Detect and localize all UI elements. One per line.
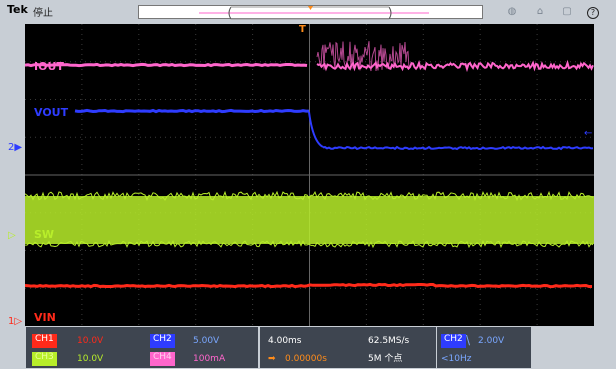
ch2-trace-label: VOUT bbox=[34, 106, 68, 119]
vin-trace bbox=[25, 284, 592, 286]
record-view-graphic bbox=[139, 6, 484, 20]
ch2-chip[interactable]: CH2 bbox=[150, 334, 175, 348]
ch3-chip[interactable]: CH3 bbox=[32, 352, 57, 366]
waveform-display[interactable] bbox=[25, 24, 594, 326]
ch2-ground-marker[interactable]: 2▶ bbox=[8, 142, 22, 153]
vout-trace-drop bbox=[309, 112, 323, 147]
trigger-slope-icon: \ bbox=[466, 332, 470, 348]
ch2-scale: 5.00V bbox=[193, 333, 219, 349]
top-bar: Tek 停止 ◍ ⌂ ▢ ? bbox=[0, 0, 616, 24]
lock-icon[interactable]: ◍ bbox=[505, 5, 519, 19]
horizontal-position-value: 0.00000s bbox=[285, 351, 327, 367]
vout-trace-before bbox=[75, 110, 309, 111]
help-icon[interactable]: ? bbox=[587, 7, 599, 19]
iout-trace-after bbox=[317, 63, 593, 69]
network-icon[interactable]: ⌂ bbox=[533, 5, 547, 19]
position-arrow-icon: ➡ bbox=[268, 351, 276, 367]
record-length-value: 5M 个点 bbox=[368, 351, 402, 367]
trigger-frequency-value: <10Hz bbox=[441, 351, 472, 367]
brand-logo: Tek bbox=[7, 3, 28, 16]
ch4-chip[interactable]: CH4 bbox=[150, 352, 175, 366]
ch3-ground-marker[interactable]: ▷ bbox=[8, 230, 16, 241]
ch1-chip[interactable]: CH1 bbox=[32, 334, 57, 348]
sw-trace-band bbox=[25, 196, 594, 244]
timebase-value: 4.00ms bbox=[268, 333, 302, 349]
vout-trace-after bbox=[323, 147, 593, 149]
ch3-scale: 10.0V bbox=[77, 351, 103, 367]
window-icon[interactable]: ▢ bbox=[560, 5, 574, 19]
acquisition-status: 停止 bbox=[33, 4, 53, 19]
trigger-level-marker[interactable]: ← bbox=[584, 128, 592, 139]
ch3-trace-label: SW bbox=[34, 228, 54, 241]
trigger-position-marker[interactable]: T bbox=[299, 24, 306, 35]
ch1-scale: 10.0V bbox=[77, 333, 103, 349]
iout-trace-before bbox=[25, 64, 307, 65]
trigger-source-chip[interactable]: CH2 bbox=[441, 334, 466, 348]
waveform-graticule bbox=[25, 24, 594, 326]
sample-rate-value: 62.5MS/s bbox=[368, 333, 409, 349]
ch4-trace-label: IOUT bbox=[34, 60, 64, 73]
ch4-scale: 100mA bbox=[193, 351, 225, 367]
trigger-level-value: 2.00V bbox=[478, 333, 504, 349]
ch1-trace-label: VIN bbox=[34, 311, 56, 324]
record-view-bar[interactable] bbox=[138, 5, 483, 19]
